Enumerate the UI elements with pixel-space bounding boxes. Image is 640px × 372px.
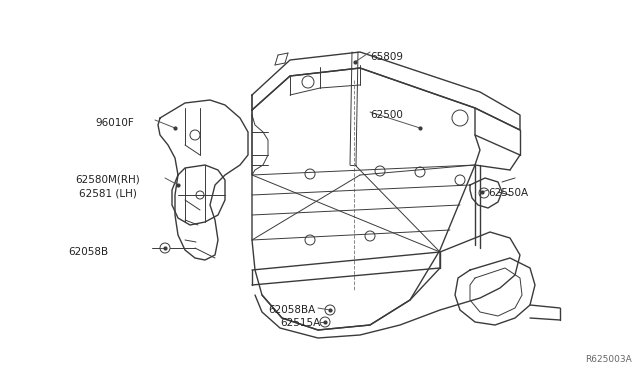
Text: 62058B: 62058B [68,247,108,257]
Text: 96010F: 96010F [95,118,134,128]
Text: 62058BA: 62058BA [268,305,316,315]
Text: 62550A: 62550A [488,188,528,198]
Text: R625003A: R625003A [585,355,632,364]
Text: 62515A: 62515A [280,318,320,328]
Text: 62500: 62500 [370,110,403,120]
Text: 62581 (LH): 62581 (LH) [79,188,137,198]
Text: 62580M(RH): 62580M(RH) [75,175,140,185]
Text: 65809: 65809 [370,52,403,62]
